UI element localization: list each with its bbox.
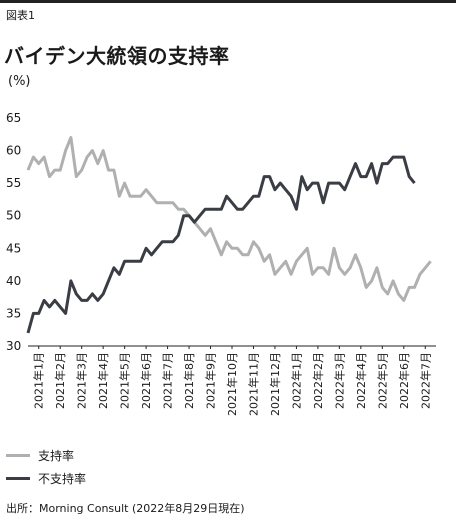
x-tick-label: 2021年9月 [204,352,218,409]
x-tick-label: 2022年4月 [354,352,368,409]
x-axis-ticks: 2021年1月 2021年2月 2021年3月 2021年4月 2021年5月 2021年… [32,346,432,416]
x-tick-label: 2022年1月 [289,352,303,409]
legend-swatch-oppose [6,477,30,480]
y-tick-label: 60 [6,144,21,158]
y-tick-label: 65 [6,111,21,125]
figure-label: 図表1 [6,9,35,22]
series-line-oppose [26,155,416,334]
x-tick-label: 2021年2月 [53,352,67,409]
x-tick-label: 2022年3月 [332,352,346,409]
legend-item-oppose: 不支持率 [6,470,86,487]
x-tick-label: 2021年5月 [118,352,132,409]
legend-label-support: 支持率 [38,449,75,463]
y-tick-label: 30 [6,339,21,353]
y-axis-unit-label: (%) [8,74,31,89]
series-line-support [26,136,432,302]
x-tick-label: 2021年12月 [268,352,282,416]
y-tick-label: 45 [6,241,21,255]
y-tick-label: 50 [6,209,21,223]
x-tick-label: 2021年11月 [246,352,260,416]
legend-item-support: 支持率 [6,447,74,464]
y-tick-label: 40 [6,274,21,288]
x-tick-label: 2021年8月 [182,352,196,409]
x-tick-label: 2021年1月 [32,352,46,409]
x-tick-label: 2021年6月 [139,352,153,409]
chart-title: バイデン大統領の支持率 [4,44,230,68]
x-tick-label: 2022年5月 [375,352,389,409]
top-rule [0,0,456,3]
legend-swatch-support [6,454,30,457]
x-tick-label: 2021年3月 [75,352,89,409]
x-tick-label: 2022年6月 [397,352,411,409]
y-tick-label: 35 [6,306,21,320]
x-tick-label: 2022年2月 [311,352,325,409]
x-tick-label: 2021年10月 [225,352,239,416]
x-tick-label: 2021年7月 [161,352,175,409]
y-tick-label: 55 [6,176,21,190]
source-note: 出所：Morning Consult (2022年8月29日現在) [6,502,245,515]
x-tick-label: 2021年4月 [96,352,110,409]
x-tick-label: 2022年7月 [418,352,432,409]
y-axis-ticks: 30 35 40 45 50 55 60 65 [6,111,21,353]
legend-label-oppose: 不支持率 [38,472,87,486]
series-lines [26,136,432,334]
